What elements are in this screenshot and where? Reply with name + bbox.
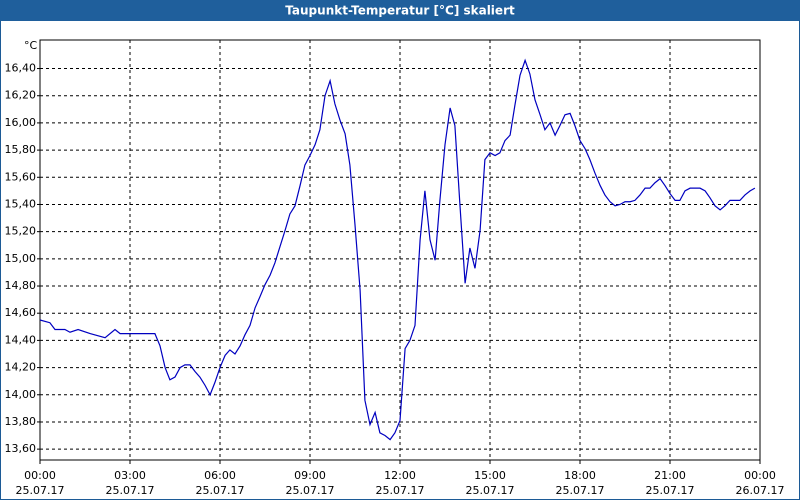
y-tick-label: 15,20 [5,225,37,238]
x-tick-date: 26.07.17 [736,484,785,497]
y-tick-label: 16,20 [5,89,37,102]
plot: 13,60 13,80 14,00 14,20 14,40 14,60 14,80 15,00… [5,39,785,497]
x-tick-date: 25.07.17 [646,484,695,497]
y-tick-label: 15,40 [5,197,37,210]
y-tick-label: 14,40 [5,333,37,346]
plot-frame [39,39,761,461]
x-tick-date: 25.07.17 [286,484,335,497]
y-tick-label: 15,80 [5,143,37,156]
x-tick-label: 06:00 [204,469,236,482]
y-tick-label: 16,00 [5,116,37,129]
chart-title: Taupunkt-Temperatur [°C] skaliert [285,4,515,18]
x-tick-date: 25.07.17 [16,484,65,497]
y-tick-label: 16,40 [5,62,37,75]
x-tick-label: 18:00 [564,469,596,482]
x-tick-date: 25.07.17 [376,484,425,497]
x-tick-label: 09:00 [294,469,326,482]
x-tick-label: 00:00 [24,469,56,482]
x-tick-date: 25.07.17 [196,484,245,497]
x-tick-date: 25.07.17 [466,484,515,497]
y-tick-label: 14,20 [5,361,37,374]
y-tick-label: 15,60 [5,170,37,183]
x-tick-label: 03:00 [114,469,146,482]
y-unit: °C [24,39,38,52]
x-tick-label: 21:00 [654,469,686,482]
y-tick-label: 13,60 [5,442,37,455]
y-tick-label: 14,60 [5,306,37,319]
title-bar [0,0,800,21]
x-tick-date: 25.07.17 [106,484,155,497]
x-tick-label: 12:00 [384,469,416,482]
y-tick-label: 13,80 [5,415,37,428]
y-tick-label: 14,80 [5,279,37,292]
x-tick-label: 15:00 [474,469,506,482]
x-tick-label: 00:00 [744,469,776,482]
y-tick-label: 15,00 [5,252,37,265]
x-tick-date: 25.07.17 [556,484,605,497]
y-tick-label: 14,00 [5,388,37,401]
data-line [39,58,756,441]
